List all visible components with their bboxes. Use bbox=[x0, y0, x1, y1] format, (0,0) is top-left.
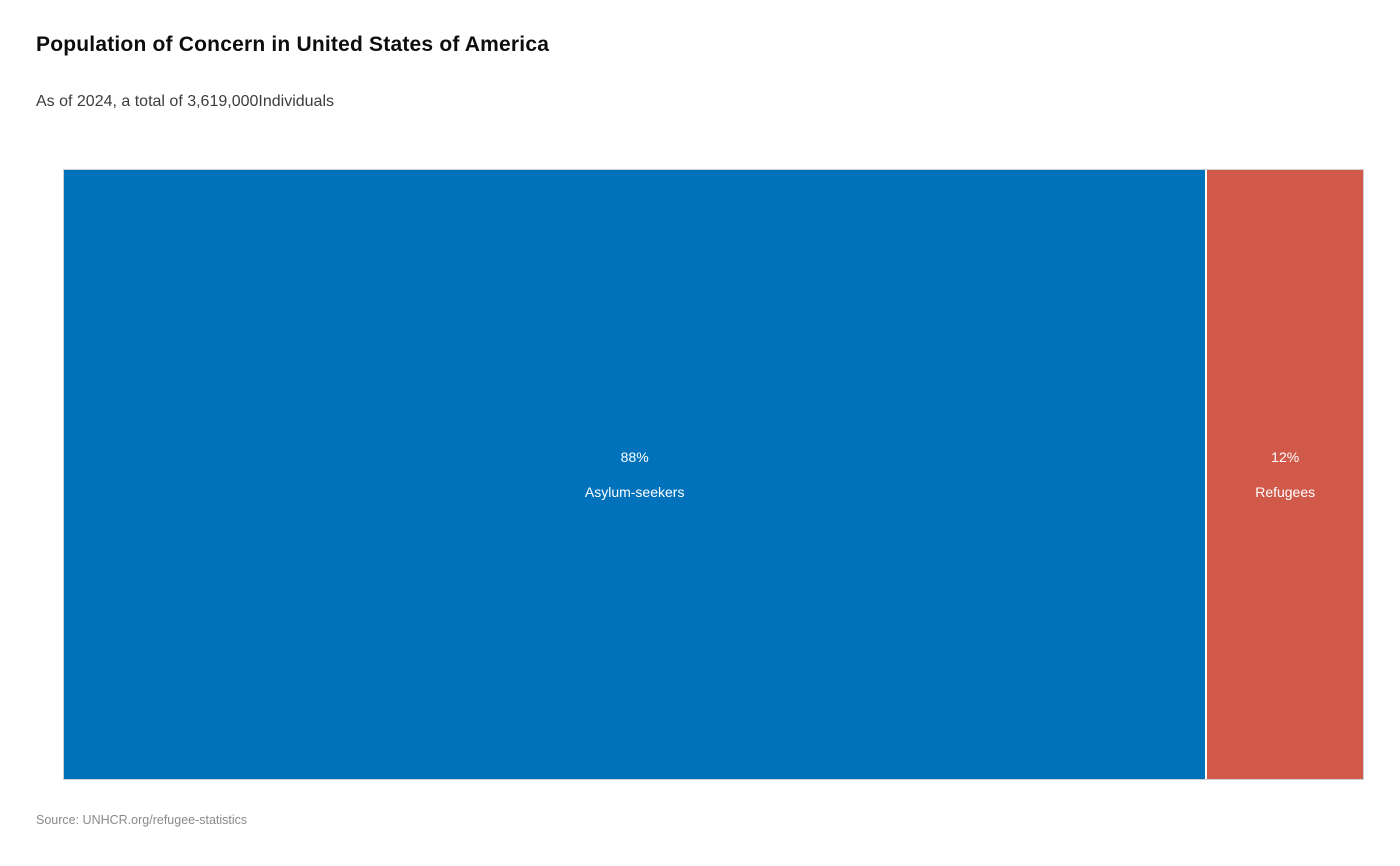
treemap-chart: 88% Asylum-seekers 12% Refugees bbox=[63, 169, 1364, 780]
treemap-segment-refugees: 12% Refugees bbox=[1207, 170, 1363, 779]
segment-category-label: Refugees bbox=[1255, 484, 1316, 500]
chart-title: Population of Concern in United States o… bbox=[36, 33, 550, 56]
segment-percent-label: 88% bbox=[620, 449, 649, 465]
treemap-segment-asylum-seekers: 88% Asylum-seekers bbox=[64, 170, 1206, 779]
segment-percent-label: 12% bbox=[1271, 449, 1300, 465]
segment-category-label: Asylum-seekers bbox=[584, 484, 685, 500]
source-note: Source: UNHCR.org/refugee-statistics bbox=[36, 813, 248, 827]
chart-subtitle: As of 2024, a total of 3,619,000Individu… bbox=[36, 93, 334, 110]
